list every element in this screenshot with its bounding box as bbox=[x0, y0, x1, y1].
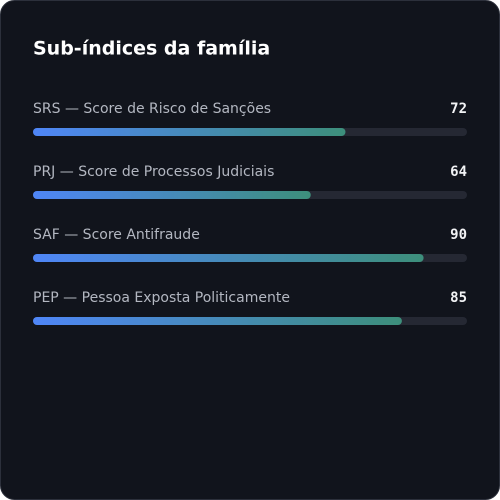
bar bbox=[33, 317, 402, 325]
item-label: PEP — Pessoa Exposta Politicamente bbox=[33, 290, 290, 306]
item-value: 72 bbox=[450, 101, 467, 117]
item-label: SRS — Score de Risco de Sanções bbox=[33, 101, 271, 117]
item-label: SAF — Score Antifraude bbox=[33, 227, 200, 243]
bar bbox=[33, 128, 346, 136]
item-value: 85 bbox=[450, 290, 467, 306]
item-label: PRJ — Score de Processos Judiciais bbox=[33, 164, 274, 180]
card-title: Sub-índices da família bbox=[33, 38, 270, 60]
bar bbox=[33, 254, 424, 262]
bar bbox=[33, 191, 311, 199]
item-value: 64 bbox=[450, 164, 467, 180]
item-value: 90 bbox=[450, 227, 467, 243]
